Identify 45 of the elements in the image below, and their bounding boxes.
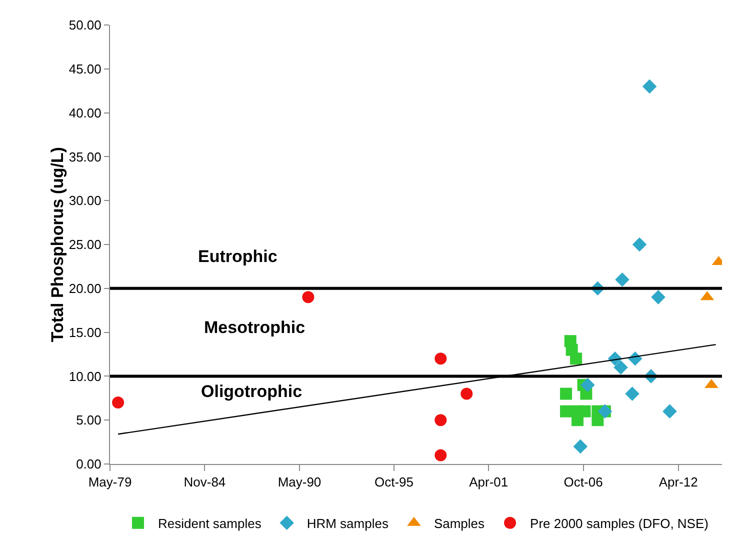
y-tick-label: 40.00 <box>68 105 102 120</box>
legend-label: Resident samples <box>158 516 262 531</box>
point <box>460 388 473 400</box>
x-tick-label: Apr-01 <box>469 474 508 490</box>
x-tick-label: Nov-84 <box>184 474 226 490</box>
point <box>112 396 124 409</box>
y-tick-label: 25.00 <box>68 237 102 252</box>
legend-label: HRM samples <box>306 516 389 531</box>
y-tick-label: 10.00 <box>68 368 102 384</box>
point <box>573 439 588 454</box>
point <box>632 237 647 252</box>
point <box>662 404 677 418</box>
x-tick-label: Apr-12 <box>658 474 698 490</box>
point <box>614 360 628 375</box>
x-tick-label: Oct-06 <box>564 474 603 490</box>
x-tick-label: Oct-95 <box>374 474 414 490</box>
y-axis-title: Total Phosphorus (ug/L) <box>48 146 67 342</box>
point <box>560 388 572 400</box>
point <box>560 405 572 418</box>
y-tick-label: 45.00 <box>68 61 102 76</box>
point <box>651 290 666 304</box>
point <box>434 414 447 426</box>
annotation: Mesotrophic <box>204 318 306 337</box>
point <box>570 352 582 365</box>
x-tick-label: May-79 <box>88 474 132 490</box>
point <box>615 272 630 287</box>
legend-label: Samples <box>434 516 486 531</box>
point <box>625 386 640 401</box>
y-tick-label: 30.00 <box>68 193 102 208</box>
legend-label: Pre 2000 samples (DFO, NSE) <box>530 516 708 531</box>
x-tick-label: May-90 <box>278 474 322 490</box>
point <box>580 378 595 392</box>
y-tick-label: 50.00 <box>68 18 102 33</box>
y-tick-label: 35.00 <box>68 149 102 164</box>
y-tick-label: 15.00 <box>68 324 102 340</box>
annotation: Eutrophic <box>198 247 278 266</box>
annotation: Oligotrophic <box>201 382 302 401</box>
y-tick-label: 5.00 <box>76 412 102 428</box>
point <box>434 352 447 365</box>
point <box>302 291 314 304</box>
y-tick-label: 20.00 <box>68 280 102 296</box>
point <box>592 414 604 426</box>
point <box>642 79 657 94</box>
point <box>434 449 447 462</box>
y-tick-label: 0.00 <box>76 456 102 472</box>
